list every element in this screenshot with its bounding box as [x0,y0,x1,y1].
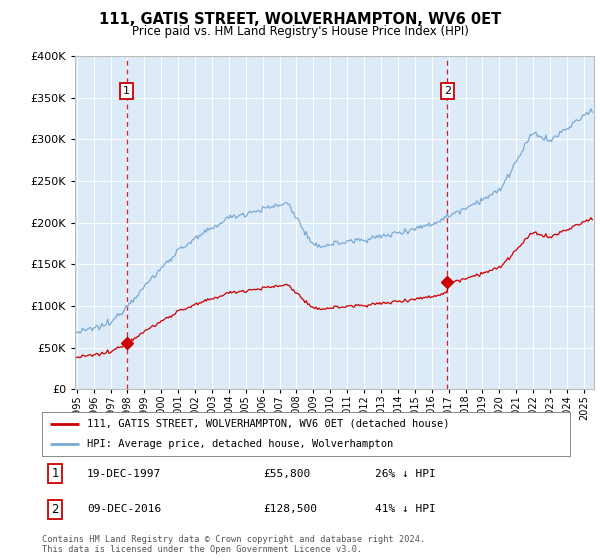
Text: Contains HM Land Registry data © Crown copyright and database right 2024.
This d: Contains HM Land Registry data © Crown c… [42,535,425,554]
Text: Price paid vs. HM Land Registry's House Price Index (HPI): Price paid vs. HM Land Registry's House … [131,25,469,38]
Text: 2: 2 [52,503,59,516]
Text: 19-DEC-1997: 19-DEC-1997 [87,469,161,479]
Text: £128,500: £128,500 [264,505,318,514]
Text: 1: 1 [52,467,59,480]
Text: 2: 2 [444,86,451,96]
Text: 09-DEC-2016: 09-DEC-2016 [87,505,161,514]
Text: £55,800: £55,800 [264,469,311,479]
Text: 41% ↓ HPI: 41% ↓ HPI [374,505,436,514]
Text: 111, GATIS STREET, WOLVERHAMPTON, WV6 0ET (detached house): 111, GATIS STREET, WOLVERHAMPTON, WV6 0E… [87,419,449,429]
Text: 26% ↓ HPI: 26% ↓ HPI [374,469,436,479]
Text: 1: 1 [123,86,130,96]
Text: 111, GATIS STREET, WOLVERHAMPTON, WV6 0ET: 111, GATIS STREET, WOLVERHAMPTON, WV6 0E… [99,12,501,27]
Text: HPI: Average price, detached house, Wolverhampton: HPI: Average price, detached house, Wolv… [87,439,393,449]
